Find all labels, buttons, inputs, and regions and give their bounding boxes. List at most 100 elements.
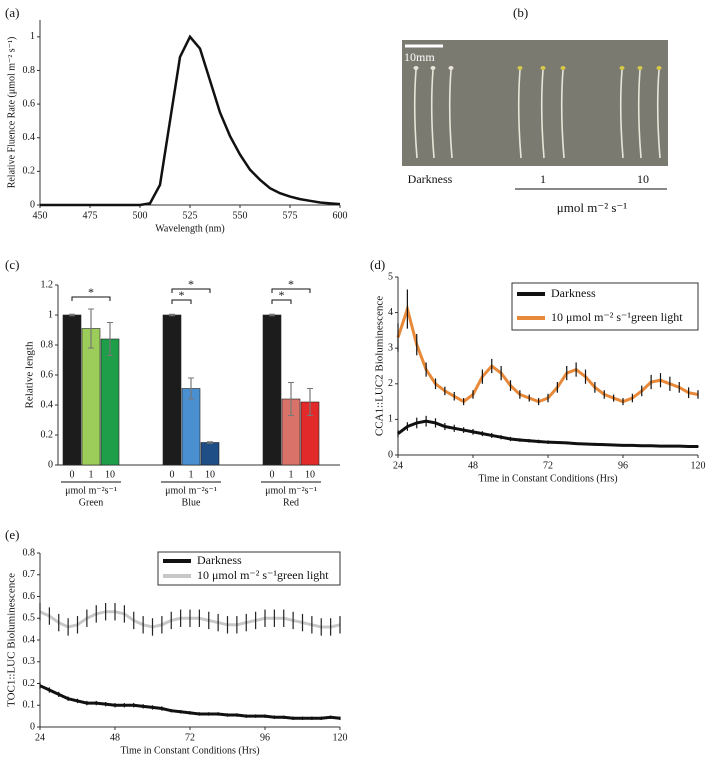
bar — [181, 388, 201, 466]
y-tick-label: 1 — [48, 309, 53, 320]
significance-bracket — [271, 288, 311, 293]
seedlings — [413, 66, 662, 159]
unit-label: μmol m⁻²s⁻¹ — [265, 485, 317, 496]
x-tick-label: 24 — [35, 732, 45, 743]
category-label: Blue — [182, 497, 201, 508]
significance-label: * — [88, 285, 94, 299]
x-tick-label: 120 — [691, 460, 706, 471]
legend-label: 10 μmol m⁻² s⁻¹green light — [551, 310, 683, 324]
y-tick-label: 0.8 — [23, 65, 36, 76]
group-label: 10 — [637, 172, 649, 186]
y-tick-label: 0.7 — [23, 569, 36, 580]
panel-label: (c) — [5, 257, 19, 272]
y-tick-label: 0.8 — [41, 339, 54, 350]
seedling — [413, 69, 418, 159]
x-tick-label: 525 — [183, 210, 198, 221]
panel-label: (e) — [5, 527, 19, 542]
x-tick-label: 10 — [305, 469, 315, 480]
cotyledon — [656, 66, 662, 70]
bar — [162, 314, 182, 466]
y-tick-label: 0.6 — [23, 98, 36, 109]
x-tick-label: 600 — [333, 210, 348, 221]
y-tick-label: 0 — [30, 199, 35, 210]
y-tick-label: 0.4 — [41, 399, 54, 410]
y-tick-label: 0.2 — [41, 429, 54, 440]
x-tick-label: 96 — [618, 460, 628, 471]
panel-label: (a) — [5, 5, 19, 20]
seedling — [656, 69, 661, 159]
unit-label: μmol m⁻²s⁻¹ — [165, 485, 217, 496]
cotyledon — [517, 66, 523, 70]
x-tick-label: 1 — [289, 469, 294, 480]
y-tick-label: 0.3 — [23, 656, 36, 667]
group-label: 1 — [540, 172, 546, 186]
x-axis-title: Time in Constant Conditions (Hrs) — [120, 745, 259, 756]
x-tick-label: 72 — [185, 732, 195, 743]
x-tick-label: 10 — [205, 469, 215, 480]
panel-label: (d) — [370, 257, 385, 272]
cotyledon — [430, 66, 436, 70]
x-tick-label: 1 — [189, 469, 194, 480]
photo-panel: (b) 10mm Darkness 1 10 μmol m⁻² s⁻¹ — [402, 5, 668, 215]
significance-label: * — [188, 277, 194, 291]
significance-bracket — [271, 299, 292, 304]
y-tick-label: 0.2 — [23, 166, 36, 177]
bar — [62, 314, 82, 466]
x-tick-label: 48 — [110, 732, 120, 743]
y-tick-label: 1.2 — [41, 279, 54, 290]
y-tick-label: 0 — [30, 721, 35, 732]
x-tick-label: 450 — [33, 210, 48, 221]
x-tick-label: 0 — [270, 469, 275, 480]
seedling — [448, 69, 453, 159]
x-tick-label: 72 — [543, 460, 553, 471]
x-tick-label: 120 — [333, 732, 348, 743]
cotyledon — [413, 66, 419, 70]
y-tick-label: 0.4 — [23, 634, 36, 645]
y-axis-title: CCA1::LUC2 Bioluminescence — [374, 296, 386, 436]
y-tick-label: 5 — [388, 271, 393, 282]
x-axis-title: Wavelength (nm) — [155, 223, 224, 234]
significance-label: * — [279, 288, 285, 302]
x-tick-label: 550 — [233, 210, 248, 221]
seedling — [540, 69, 545, 159]
cotyledon — [619, 66, 625, 70]
x-tick-label: 1 — [89, 469, 94, 480]
unit-label: μmol m⁻²s⁻¹ — [65, 485, 117, 496]
y-tick-label: 0.6 — [23, 591, 36, 602]
legend-label: 10 μmol m⁻² s⁻¹green light — [197, 568, 329, 582]
y-axis-title: TOC1::LUC Bioluminescence — [6, 573, 18, 707]
y-tick-label: 0.1 — [23, 700, 36, 711]
photo — [402, 40, 668, 166]
seedling — [560, 69, 565, 159]
significance-bracket — [171, 299, 192, 304]
significance-bracket — [171, 288, 211, 293]
cotyledon — [560, 66, 566, 70]
bar — [262, 314, 282, 466]
x-tick-label: 10 — [105, 469, 115, 480]
y-tick-label: 2 — [388, 378, 393, 389]
bar — [100, 338, 120, 466]
y-tick-label: 0.6 — [41, 369, 54, 380]
category-label: Green — [79, 497, 103, 508]
y-tick-label: 0 — [48, 459, 53, 470]
y-tick-label: 0.8 — [23, 547, 36, 558]
x-tick-label: 575 — [283, 210, 298, 221]
y-tick-label: 0 — [388, 449, 393, 460]
y-tick-label: 0.5 — [23, 613, 36, 624]
bar — [200, 442, 220, 466]
x-tick-label: 48 — [468, 460, 478, 471]
significance-bracket — [71, 296, 111, 301]
seedling — [637, 69, 642, 159]
x-tick-label: 475 — [83, 210, 98, 221]
y-tick-label: 1 — [388, 414, 393, 425]
significance-label: * — [179, 288, 185, 302]
x-tick-label: 0 — [170, 469, 175, 480]
x-axis-title: Time in Constant Conditions (Hrs) — [478, 473, 617, 484]
panel-label: (b) — [513, 5, 528, 20]
y-axis-title: Relative Fluence Rate (μmol m⁻² s⁻¹) — [6, 37, 17, 189]
legend-box — [157, 551, 341, 586]
legend-label: Darkness — [551, 286, 596, 300]
y-tick-label: 0.2 — [23, 678, 36, 689]
y-tick-label: 0.4 — [23, 132, 36, 143]
